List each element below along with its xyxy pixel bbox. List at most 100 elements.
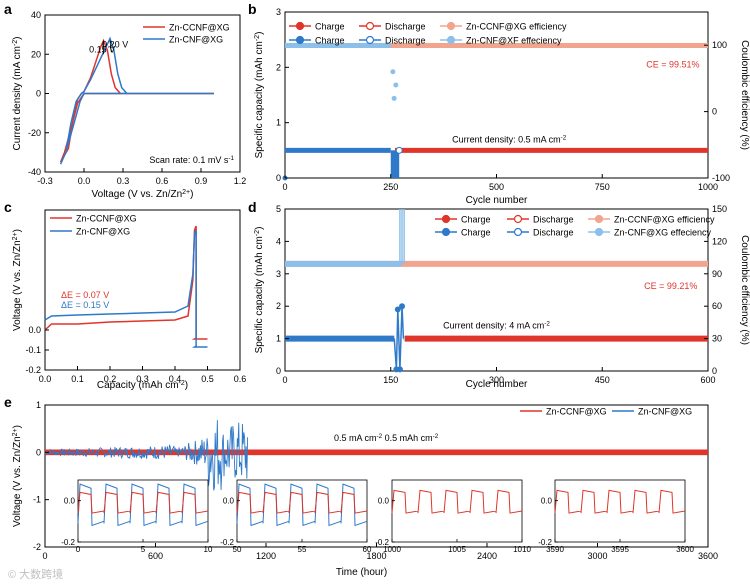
panel-d-y2-tick-label: 150 [712, 204, 727, 214]
panel-a-scan-rate: Scan rate: 0.1 mV s-1 [149, 155, 234, 166]
panel-c-y-tick-label: 0.0 [28, 325, 41, 335]
panel-b-legend-cnf-discharge-label: Discharge [385, 36, 426, 46]
panel-c-x-tick-label: 0.6 [234, 374, 247, 384]
panel-e-x-tick-label: 0 [42, 551, 47, 561]
panel-d-y-tick-label: 2 [276, 301, 281, 311]
panel-b-legend-ccnf-charge-label: Charge [315, 22, 345, 32]
panel-d-legend-ccnf-discharge-label: Discharge [533, 215, 574, 225]
panel-a-y-tick-label: -40 [28, 167, 41, 177]
panel-a-x-tick-label: -0.3 [37, 176, 53, 186]
panel-c-series-ccnf [44, 225, 208, 340]
panel-c-xlabel: Capacity (mAh cm-2) [97, 380, 188, 392]
panel-d-legend-ccnf-eff-marker [594, 214, 604, 224]
panel-d-y-tick-label: 3 [276, 269, 281, 279]
panel-b-ylabel: Specific capacity (mAh cm-2) [254, 32, 266, 159]
panel-b-y-tick-label: 2 [276, 62, 281, 72]
panel-a-ylabel: Current density (mA cm-2) [12, 36, 24, 150]
panel-e-inset-ccnf-trace [391, 489, 523, 514]
panel-e-x-tick-label: 3600 [698, 551, 718, 561]
panel-e-x-tick-label: 3000 [587, 551, 607, 561]
panel-e-inset-x-tick-label: 1000 [383, 545, 401, 554]
panel-d-cnf-capacity-point [399, 303, 406, 310]
panel-d-y2-tick-label: 90 [712, 269, 722, 279]
panel-a-x-tick-label: 1.2 [234, 176, 247, 186]
panel-d-ce: CE = 99.21% [644, 281, 697, 291]
panel-d-x-tick-label: 150 [383, 375, 398, 385]
panel-d-cnf-capacity-point [396, 366, 403, 373]
panel-a-peak2-pointer [109, 40, 112, 53]
panel-b-ce: CE = 99.51% [646, 60, 699, 70]
panel-e-inset-ccnf-trace [236, 491, 368, 514]
panel-a-peak2: 0.20 V [102, 39, 128, 49]
panel-e-inset-y-tick-label: 0.0 [541, 497, 553, 506]
panel-e-x-tick-label: 1200 [256, 551, 276, 561]
panel-e-inset-x-tick-label: 60 [363, 545, 372, 554]
panel-c-y-tick-label: -0.2 [25, 365, 41, 375]
panel-e-inset-x-tick-label: 5 [141, 545, 146, 554]
panel-a-legend-ccnf-label: Zn-CCNF@XG [169, 23, 230, 33]
panel-c-x-tick-label: 0.1 [71, 374, 84, 384]
panel-b-legend-cnf-eff-marker [446, 35, 456, 45]
panel-b-y2label: Coulombic efficiency (%) [739, 40, 750, 150]
panel-e-inset-x-tick-label: 3600 [676, 545, 694, 554]
panel-d-legend-ccnf-eff-label: Zn-CCNF@XG efficiency [614, 215, 715, 225]
panel-d-x-tick-label: 450 [595, 375, 610, 385]
panel-d-y-tick-label: 4 [276, 236, 281, 246]
panel-b-legend-ccnf-eff-label: Zn-CCNF@XG efficiency [466, 22, 567, 32]
watermark: © 大数跨境 [8, 567, 63, 581]
panel-e-inset-x-tick-label: 3590 [546, 545, 564, 554]
panel-d-x-tick-label: 0 [282, 375, 287, 385]
panel-e-xlabel: Time (hour) [336, 567, 387, 578]
panel-e-inset-ccnf-trace [77, 491, 209, 514]
panel-e-inset-y-tick-label: -0.2 [220, 538, 234, 547]
panel-b-x-tick-label: 500 [489, 182, 504, 192]
panel-a-x-tick-label: 0.3 [117, 176, 130, 186]
panel-c-legend-ccnf-label: Zn-CCNF@XG [76, 214, 137, 224]
panel-b-x-tick-label: 250 [383, 182, 398, 192]
panel-a-label: a [4, 1, 12, 17]
panel-a-x-tick-label: 0.0 [78, 176, 91, 186]
panel-c-delta-blue: ΔE = 0.15 V [61, 300, 109, 310]
panel-c-x-tick-label: 0.5 [201, 374, 214, 384]
panel-a-x-tick-label: 0.6 [156, 176, 169, 186]
panel-e-inset-cnf-trace [77, 483, 209, 527]
panel-e-inset-x-tick-label: 1005 [448, 545, 466, 554]
panel-a-y-tick-label: 20 [31, 49, 41, 59]
panel-d-legend-cnf-eff-marker [594, 227, 604, 237]
panel-c-label: c [4, 199, 12, 215]
panel-d-legend-ccnf-charge-label: Charge [461, 215, 491, 225]
panel-c-x-tick-label: 0.4 [169, 374, 182, 384]
panel-b-x-tick-label: 750 [595, 182, 610, 192]
panel-d-y-tick-label: 1 [276, 334, 281, 344]
panel-e-y-tick-label: 0 [36, 447, 41, 457]
panel-d-legend-cnf-discharge-label: Discharge [533, 228, 574, 238]
panel-d-legend-cnf-charge-label: Charge [461, 228, 491, 238]
panel-b-xlabel: Cycle number [466, 195, 528, 206]
panel-c-series-cnf [44, 229, 208, 348]
panel-b-legend-ccnf-discharge-label: Discharge [385, 22, 426, 32]
panel-e-x-tick-label: 600 [148, 551, 163, 561]
panel-e-inset-x-tick-label: 50 [233, 545, 242, 554]
panel-d-cnf-capacity-spike [393, 306, 405, 370]
panel-b-cnf-efficiency-point [393, 82, 399, 88]
panel-a-y-tick-label: 0 [36, 89, 41, 99]
panel-e-y-tick-label: 1 [36, 400, 41, 410]
panel-a-x-tick-label: 0.9 [195, 176, 208, 186]
panel-e-inset-ccnf-trace [554, 489, 686, 514]
panel-b-legend-ccnf-discharge-marker [365, 21, 375, 31]
panel-e-ccnf-trace [45, 449, 708, 456]
panel-b-y2-tick-label: 0 [712, 107, 717, 117]
panel-e-inset-y-tick-label: -0.2 [538, 538, 552, 547]
panel-b-legend-cnf-discharge-marker [365, 35, 375, 45]
panel-e-inset-x-tick-label: 10 [204, 545, 213, 554]
panel-e-inset-x-tick-label: 55 [298, 545, 307, 554]
panel-d-cnf-capacity-point [394, 306, 401, 313]
panel-c-x-tick-label: 0.3 [136, 374, 149, 384]
panel-e-x-tick-label: 1800 [366, 551, 386, 561]
panel-a-series-cnf [59, 36, 214, 165]
panel-d-legend-ccnf-discharge-marker [513, 214, 523, 224]
panel-a-legend-cnf-label: Zn-CNF@XG [169, 35, 223, 45]
panel-a-series-ccnf [59, 38, 214, 163]
panel-c-legend-cnf-label: Zn-CNF@XG [76, 227, 130, 237]
